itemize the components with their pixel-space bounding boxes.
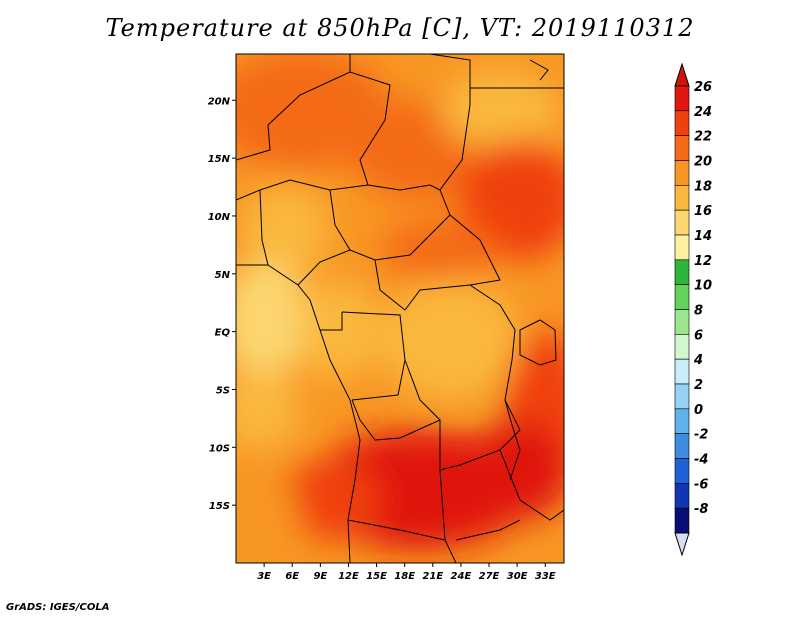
lon-tick-label: 12E [338, 571, 359, 582]
lat-tick-label: 20N [208, 96, 231, 107]
lat-tick-label: 15S [209, 501, 230, 512]
colorbar-swatch [674, 433, 690, 459]
lon-tick-label: 18E [394, 571, 415, 582]
colorbar-label: 10 [694, 279, 712, 294]
colorbar-swatch [674, 284, 690, 310]
colorbar-label: 8 [694, 304, 703, 319]
colorbar-swatch [674, 135, 690, 161]
colorbar-swatch [674, 358, 690, 385]
lon-tick-label: 15E [366, 571, 387, 582]
colorbar-swatch [674, 160, 690, 186]
lon-tick-label: 30E [507, 571, 528, 582]
lat-tick-label: 10N [208, 212, 231, 223]
colorbar-label: 14 [694, 229, 712, 244]
map-title: Temperature at 850hPa [C], VT: 201911031… [105, 14, 695, 42]
colorbar-label: 2 [694, 378, 703, 393]
lon-tick-label: 24E [451, 571, 472, 582]
colorbar-label: -4 [694, 453, 708, 468]
colorbar-swatch [674, 309, 690, 335]
colorbar-swatch [674, 234, 690, 261]
lon-tick-label: 6E [285, 571, 299, 582]
colorbar-swatch [674, 383, 690, 410]
colorbar-label: 18 [694, 179, 712, 194]
lat-tick-label: 5S [216, 385, 230, 396]
lon-tick-label: 33E [535, 571, 556, 582]
colorbar-label: 24 [694, 105, 712, 120]
colorbar-swatch [674, 507, 690, 534]
colorbar-label: 22 [694, 130, 712, 145]
colorbar-swatch [674, 408, 690, 434]
colorbar-label: 20 [694, 155, 712, 170]
colorbar-swatch [674, 259, 690, 285]
colorbar-label: 12 [694, 254, 712, 269]
temperature-field [236, 54, 564, 563]
longitude-axis: 3E 6E 9E 12E 15E 18E 21E 24E 27E 30E 33E [257, 563, 556, 582]
colorbar-label: -6 [694, 477, 708, 492]
colorbar-bottom-arrow [674, 532, 690, 557]
lat-tick-label: 5N [215, 270, 231, 281]
country-borders [236, 54, 564, 563]
colorbar-label: 6 [694, 328, 703, 343]
colorbar-swatch [674, 458, 690, 484]
latitude-axis: 20N 15N 10N 5N EQ 5S 10S 15S [208, 96, 236, 512]
lon-tick-label: 27E [479, 571, 500, 582]
colorbar-swatch [674, 110, 690, 136]
colorbar-label: 16 [694, 204, 712, 219]
colorbar-label: 4 [693, 353, 703, 368]
colorbar-label: -2 [694, 428, 708, 443]
colorbar-top-arrow [674, 62, 690, 87]
colorbar-label: -8 [694, 502, 708, 517]
lat-tick-label: 15N [208, 154, 231, 165]
lat-tick-label: 10S [209, 443, 230, 454]
colorbar-label: 26 [694, 80, 712, 95]
grads-credit: GrADS: IGES/COLA [6, 602, 110, 613]
colorbar-swatch [674, 185, 690, 211]
lon-tick-label: 21E [422, 571, 443, 582]
colorbar-swatch [674, 334, 690, 360]
colorbar-swatch [674, 483, 690, 509]
lat-tick-label: EQ [215, 328, 231, 339]
map-frame [235, 53, 565, 564]
colorbar-label: 0 [694, 403, 703, 418]
colorbar-swatch [674, 85, 690, 112]
colorbar-swatch [674, 209, 690, 236]
lon-tick-label: 3E [257, 571, 271, 582]
lon-tick-label: 9E [313, 571, 327, 582]
